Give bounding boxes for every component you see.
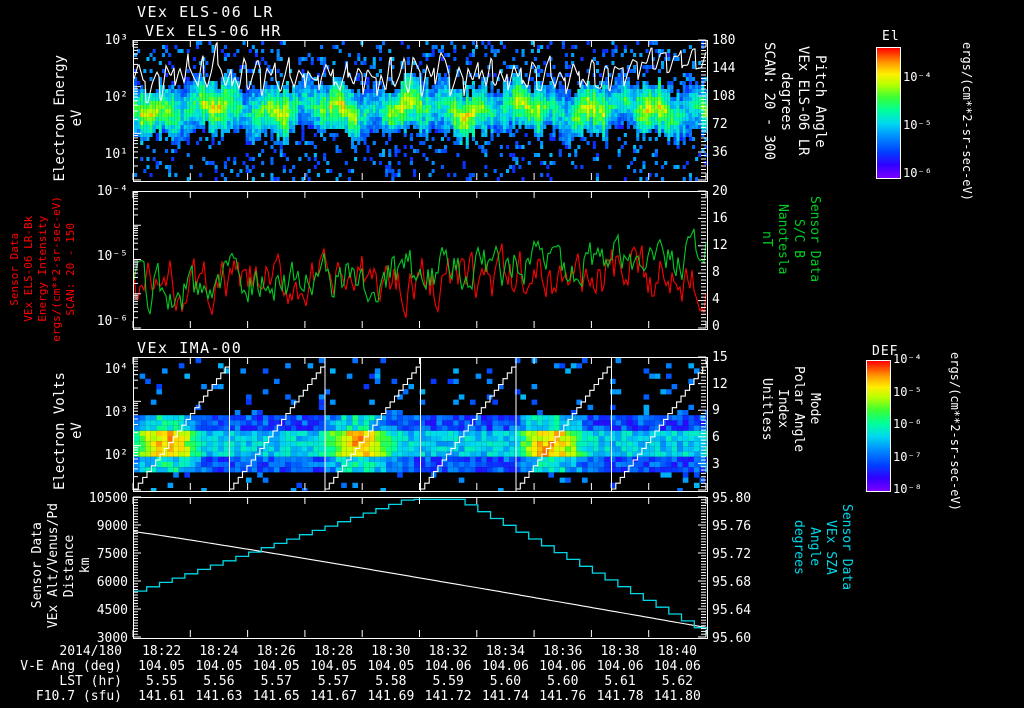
panel3-right-ticklabels: 15 12 9 6 3: [712, 350, 728, 472]
colorbar1-units: ergs/(cm**2-sr-sec-eV): [960, 42, 974, 201]
table-cell-f107-5: 141.72: [424, 689, 472, 704]
table-cell-lst-1: 5.56: [203, 674, 235, 689]
colorbar1-ticklabels: 10⁻⁴ 10⁻⁵ 10⁻⁶: [903, 70, 932, 180]
table-cell-time-7: 18:36: [543, 644, 583, 659]
table-cell-lst-4: 5.58: [375, 674, 407, 689]
table-cell-lst-5: 5.59: [432, 674, 464, 689]
table-cell-time-1: 18:24: [199, 644, 239, 659]
table-cell-veang-2: 104.05: [252, 659, 300, 674]
colorbar1: [876, 47, 901, 179]
panel2-lines: [134, 192, 707, 329]
panel2-left-axis-label: Sensor Data VEx ELS-06 LR-Bk Energy Inte…: [8, 196, 77, 342]
table-cell-lst-2: 5.57: [260, 674, 292, 689]
panel1-right-ticklabels: 180 144 108 72 36: [712, 33, 736, 160]
table-rowlabel-lst: LST (hr): [59, 674, 122, 689]
panel2-plot[interactable]: [133, 191, 708, 330]
table-cell-f107-8: 141.78: [596, 689, 644, 704]
table-cell-time-8: 18:38: [600, 644, 640, 659]
table-cell-f107-6: 141.74: [481, 689, 529, 704]
colorbar1-name: El: [882, 29, 900, 44]
table-cell-lst-0: 5.55: [145, 674, 178, 689]
panel4-left-ticklabels: 10500 9000 7500 6000 4500 3000: [88, 491, 128, 646]
colorbar2-ticklabels: 10⁻⁴ 10⁻⁵ 10⁻⁶ 10⁻⁷ 10⁻⁸: [893, 352, 922, 496]
table-cell-veang-5: 104.06: [424, 659, 472, 674]
table-cell-f107-9: 141.80: [653, 689, 701, 704]
panel1-title-hr: VEx ELS-06 HR: [145, 22, 282, 40]
table-cell-time-5: 18:32: [428, 644, 468, 659]
colorbar2-units: ergs/(cm**2-sr-sec-eV): [948, 352, 962, 511]
table-cell-veang-9: 104.06: [653, 659, 701, 674]
table-cell-veang-0: 104.05: [138, 659, 186, 674]
panel3-title: VEx IMA-00: [137, 339, 243, 357]
table-cell-veang-1: 104.05: [195, 659, 243, 674]
panel3-spectrogram: [134, 358, 707, 491]
panel1-title-lr: VEx ELS-06 LR: [137, 3, 274, 21]
table-cell-time-9: 18:40: [657, 644, 697, 659]
table-cell-veang-7: 104.06: [539, 659, 587, 674]
table-rowlabel-date: 2014/180: [59, 644, 122, 659]
table-rowlabel-veang: V-E Ang (deg): [20, 659, 122, 674]
table-cell-f107-2: 141.65: [252, 689, 300, 704]
table-cell-lst-6: 5.60: [489, 674, 522, 689]
panel2-right-axis-label: Sensor Data S/C B Nanotesla nT: [759, 196, 822, 283]
colorbar2: [866, 360, 891, 492]
panel4-right-ticklabels: 95.80 95.76 95.72 95.68 95.64 95.60: [712, 491, 752, 646]
table-cell-f107-4: 141.69: [367, 689, 415, 704]
table-cell-veang-4: 104.05: [367, 659, 415, 674]
table-cell-time-2: 18:26: [256, 644, 296, 659]
panel3-left-axis-label: Electron Volts eV: [52, 372, 85, 491]
table-cell-lst-9: 5.62: [661, 674, 693, 689]
panel4-right-axis-label: Sensor Data VEx SZA Angle degrees: [791, 504, 854, 591]
table-cell-lst-3: 5.57: [317, 674, 350, 689]
panel4-plot[interactable]: [133, 497, 708, 639]
table-cell-time-3: 18:28: [313, 644, 354, 659]
colorbar2-name: DEF: [872, 344, 899, 359]
table-cell-veang-3: 104.05: [310, 659, 358, 674]
panel1-plot[interactable]: [133, 40, 708, 182]
panel3-left-ticklabels: 10⁴ 10³ 10²: [104, 362, 128, 463]
table-cell-time-4: 18:30: [371, 644, 411, 659]
panel3-plot[interactable]: [133, 357, 708, 492]
table-cell-time-6: 18:34: [485, 644, 525, 659]
table-cell-time-0: 18:22: [142, 644, 182, 659]
table-cell-f107-7: 141.76: [539, 689, 587, 704]
panel1-right-axis-label: Pitch Angle VEx ELS-06 LR degrees SCAN: …: [761, 42, 828, 161]
panel1-left-ticklabels: 10³ 10² 10¹: [104, 33, 128, 162]
panel2-right-ticklabels: 20 16 12 8 4 0: [712, 184, 728, 334]
table-cell-lst-8: 5.61: [604, 674, 636, 689]
panel1-left-axis-label: Electron Energy eV: [52, 55, 85, 182]
table-cell-f107-3: 141.67: [310, 689, 358, 704]
table-cell-f107-0: 141.61: [138, 689, 186, 704]
panel1-spectrogram: [134, 41, 707, 181]
panel2-left-ticklabels: 10⁻⁴ 10⁻⁵ 10⁻⁶: [96, 184, 128, 329]
table-rowlabel-f107: F10.7 (sfu): [35, 689, 122, 704]
table-cell-lst-7: 5.60: [547, 674, 579, 689]
table-cell-f107-1: 141.63: [195, 689, 243, 704]
table-cell-veang-8: 104.06: [596, 659, 644, 674]
table-cell-veang-6: 104.06: [481, 659, 529, 674]
bottom-table: 2014/180 V-E Ang (deg) LST (hr) F10.7 (s…: [0, 644, 1024, 706]
panel4-lines: [134, 498, 707, 638]
panel3-right-axis-label: Mode Polar Angle Index Unitless: [759, 366, 822, 453]
